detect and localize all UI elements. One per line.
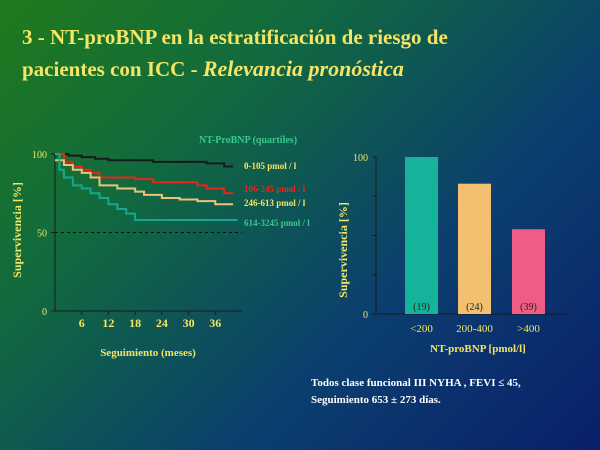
- title-line-1: 3 - NT-proBNP en la estratificación de r…: [22, 25, 448, 49]
- km-series-1-line: [55, 153, 234, 168]
- bar-y-tick-label: 0: [363, 310, 368, 321]
- title-line-2-plain: pacientes con ICC -: [22, 57, 203, 81]
- km-x-tick-label: 30: [183, 316, 195, 330]
- bar-2: [458, 183, 491, 314]
- bar-3-category-label: >400: [517, 323, 540, 335]
- bar-x-axis-label: NT-proBNP [pmol/l]: [430, 343, 526, 355]
- km-series-4-label: 614-3245 pmol / l: [244, 218, 310, 228]
- footnote-line-1: Todos clase funcional III NYHA , FEVI ≤ …: [311, 377, 521, 389]
- km-series-3-label: 246-613 pmol / l: [244, 198, 306, 208]
- bar-2-count-label: (24): [466, 302, 483, 313]
- km-series-2-label: 106-245 pmol / l: [244, 184, 306, 194]
- bar-y-axis-label: Supervivencia [%]: [336, 202, 350, 298]
- km-y-tick-label: 50: [37, 229, 47, 240]
- title-line-2: pacientes con ICC - Relevancia pronóstic…: [22, 53, 582, 85]
- slide-title: 3 - NT-proBNP en la estratificación de r…: [22, 22, 582, 85]
- km-series-3-line: [55, 159, 234, 206]
- title-line-2-emphasis: Relevancia pronóstica: [202, 56, 404, 81]
- bar-3-count-label: (39): [520, 302, 537, 313]
- km-x-tick-label: 6: [79, 316, 85, 330]
- bar-1: [405, 157, 438, 314]
- bar-2-category-label: 200-400: [456, 323, 493, 335]
- km-y-axis-label: Supervivencia [%]: [10, 182, 24, 278]
- bar-1-count-label: (19): [413, 302, 430, 313]
- km-y-tick-label: 0: [42, 307, 47, 318]
- footnote-line-2: Seguimiento 653 ± 273 días.: [311, 394, 441, 406]
- survival-bar-chart: 0 100 (19) <200 (24) 200-400 (39) >400 NT-proBNP…: [336, 153, 570, 355]
- kaplan-meier-chart: 0 50 100 6 12 18 24 30 36 0-105 pmol / l 106-245 p…: [10, 135, 310, 359]
- bar-1-category-label: <200: [410, 323, 433, 335]
- km-series-1-label: 0-105 pmol / l: [244, 161, 297, 171]
- km-x-tick-label: 18: [129, 316, 141, 330]
- km-y-tick-label: 100: [32, 150, 47, 161]
- km-x-tick-label: 12: [102, 316, 114, 330]
- km-x-tick-label: 36: [209, 316, 221, 330]
- bar-3: [512, 229, 545, 314]
- km-x-axis-label: Seguimiento (meses): [100, 347, 196, 359]
- km-series-4-line: [55, 153, 238, 221]
- km-legend-title: NT-ProBNP (quartiles): [199, 135, 297, 146]
- km-x-tick-label: 24: [156, 316, 168, 330]
- bar-y-tick-label: 100: [353, 153, 368, 164]
